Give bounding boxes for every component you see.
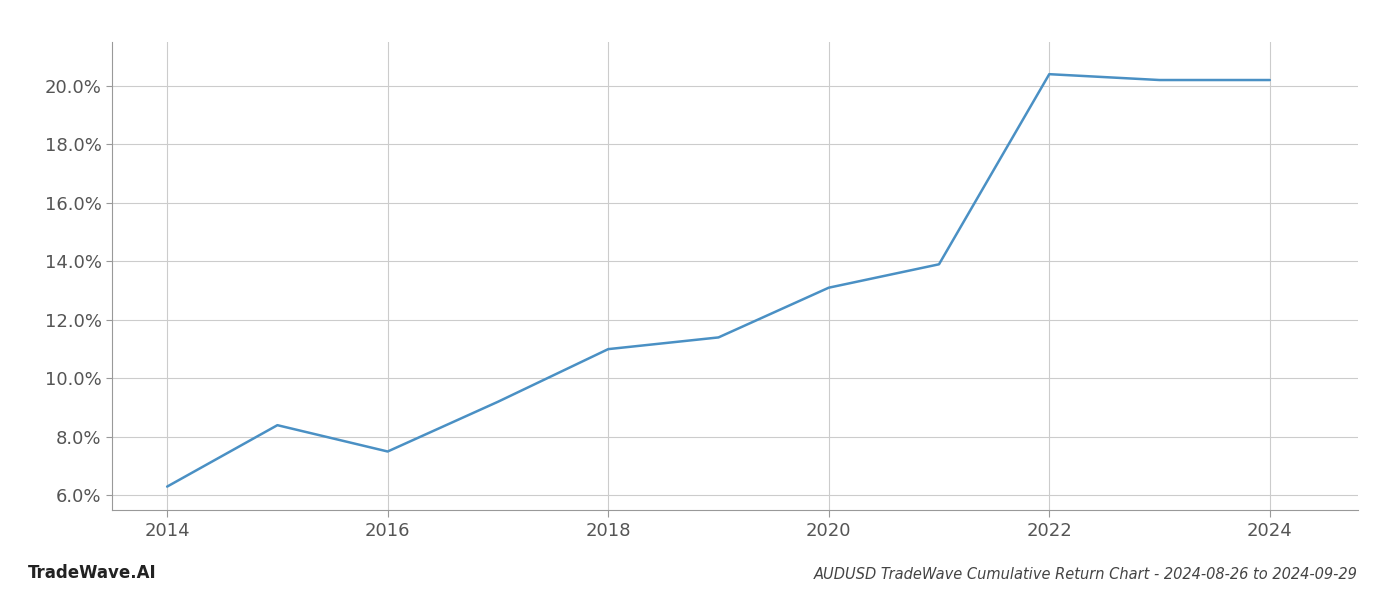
- Text: AUDUSD TradeWave Cumulative Return Chart - 2024-08-26 to 2024-09-29: AUDUSD TradeWave Cumulative Return Chart…: [815, 567, 1358, 582]
- Text: TradeWave.AI: TradeWave.AI: [28, 564, 157, 582]
